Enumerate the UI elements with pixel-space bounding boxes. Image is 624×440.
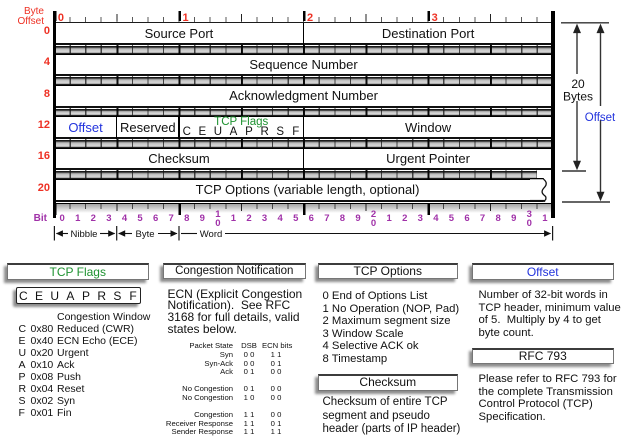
svg-text:Byte: Byte (135, 229, 154, 240)
svg-text:Word: Word (200, 229, 223, 240)
svg-text:Offset: Offset (585, 112, 616, 124)
svg-text:Nibble: Nibble (71, 229, 98, 240)
svg-text:20: 20 (571, 77, 585, 91)
svg-text:Bytes: Bytes (563, 90, 593, 104)
